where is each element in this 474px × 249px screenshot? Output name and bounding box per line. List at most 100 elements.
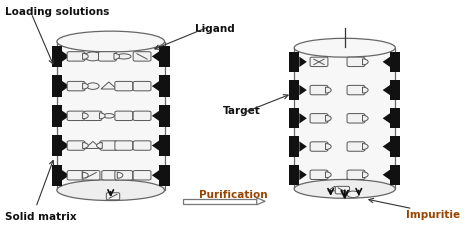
Polygon shape [114,54,119,59]
FancyBboxPatch shape [67,81,85,91]
Polygon shape [383,170,390,180]
Bar [289,165,299,185]
Polygon shape [299,85,307,95]
Ellipse shape [57,31,164,52]
Text: Target: Target [223,106,261,116]
Bar [390,136,401,157]
Polygon shape [383,113,390,124]
Polygon shape [299,141,307,152]
Text: Purification: Purification [199,190,268,200]
Polygon shape [152,81,159,91]
FancyBboxPatch shape [347,85,365,95]
Polygon shape [62,140,70,151]
Polygon shape [101,82,117,89]
Polygon shape [82,54,88,59]
Polygon shape [363,87,368,93]
FancyBboxPatch shape [67,141,85,150]
Polygon shape [82,172,88,178]
Polygon shape [326,115,331,121]
Polygon shape [152,111,159,121]
Bar [159,46,170,67]
Bar [159,105,170,126]
Ellipse shape [117,54,131,59]
Polygon shape [299,170,307,180]
FancyBboxPatch shape [347,57,365,66]
FancyBboxPatch shape [310,114,328,123]
FancyBboxPatch shape [310,170,328,180]
Bar [159,165,170,186]
Polygon shape [363,115,368,121]
Polygon shape [326,87,331,93]
Circle shape [87,83,99,89]
FancyBboxPatch shape [310,57,328,66]
Bar [390,165,401,185]
FancyBboxPatch shape [67,111,85,121]
FancyBboxPatch shape [347,170,365,180]
Polygon shape [97,143,102,148]
FancyBboxPatch shape [133,81,151,91]
Bar [390,80,401,100]
Polygon shape [62,170,70,181]
Polygon shape [85,141,101,148]
Ellipse shape [103,114,114,118]
Polygon shape [326,144,331,149]
FancyBboxPatch shape [310,142,328,151]
Text: Ligand: Ligand [195,24,235,34]
Bar [159,75,170,97]
Polygon shape [117,172,123,178]
Polygon shape [257,198,265,205]
Circle shape [84,52,101,61]
Text: Solid matrix: Solid matrix [5,212,77,222]
Bar [390,108,401,128]
Bar [289,136,299,157]
FancyBboxPatch shape [310,85,328,95]
Bar [52,46,62,67]
Polygon shape [82,113,88,119]
Polygon shape [62,81,70,91]
FancyBboxPatch shape [133,141,151,150]
FancyBboxPatch shape [115,171,133,180]
Polygon shape [383,85,390,95]
FancyBboxPatch shape [115,81,133,91]
Text: Loading solutions: Loading solutions [5,7,110,17]
FancyBboxPatch shape [84,111,102,121]
Polygon shape [152,51,159,62]
FancyBboxPatch shape [133,171,151,180]
Polygon shape [299,113,307,124]
FancyBboxPatch shape [102,171,119,180]
Polygon shape [62,111,70,121]
Circle shape [347,191,359,198]
FancyBboxPatch shape [106,193,120,200]
Bar [183,199,257,204]
Polygon shape [363,172,368,178]
Bar [57,42,164,190]
Text: Impuritie: Impuritie [406,210,460,220]
Polygon shape [152,170,159,181]
Polygon shape [328,187,341,191]
FancyBboxPatch shape [133,52,151,61]
FancyBboxPatch shape [115,111,133,121]
Polygon shape [363,59,368,65]
Bar [289,108,299,128]
Polygon shape [62,51,70,62]
FancyBboxPatch shape [67,52,85,61]
Ellipse shape [294,38,395,57]
Polygon shape [363,144,368,149]
FancyBboxPatch shape [347,142,365,151]
Polygon shape [383,141,390,152]
FancyBboxPatch shape [67,171,85,180]
Polygon shape [100,113,105,119]
Bar [52,105,62,126]
FancyBboxPatch shape [115,141,133,150]
Polygon shape [82,143,88,148]
FancyBboxPatch shape [100,141,118,150]
Bar [390,52,401,72]
Polygon shape [326,172,331,178]
Bar [52,165,62,186]
FancyBboxPatch shape [335,186,349,194]
FancyBboxPatch shape [82,171,100,180]
Ellipse shape [294,180,395,198]
Polygon shape [82,83,88,89]
Bar [289,52,299,72]
Bar [159,135,170,156]
